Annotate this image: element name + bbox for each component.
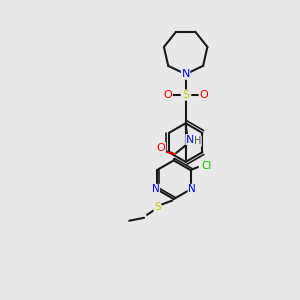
Text: N: N <box>182 69 190 79</box>
Text: Cl: Cl <box>202 160 212 171</box>
Text: N: N <box>188 184 196 194</box>
Text: O: O <box>199 90 208 100</box>
Text: H: H <box>194 136 201 146</box>
Text: O: O <box>157 142 165 153</box>
Text: S: S <box>154 202 161 212</box>
Text: N: N <box>186 135 194 145</box>
Text: S: S <box>182 90 189 100</box>
Text: N: N <box>152 184 159 194</box>
Text: O: O <box>164 90 172 100</box>
